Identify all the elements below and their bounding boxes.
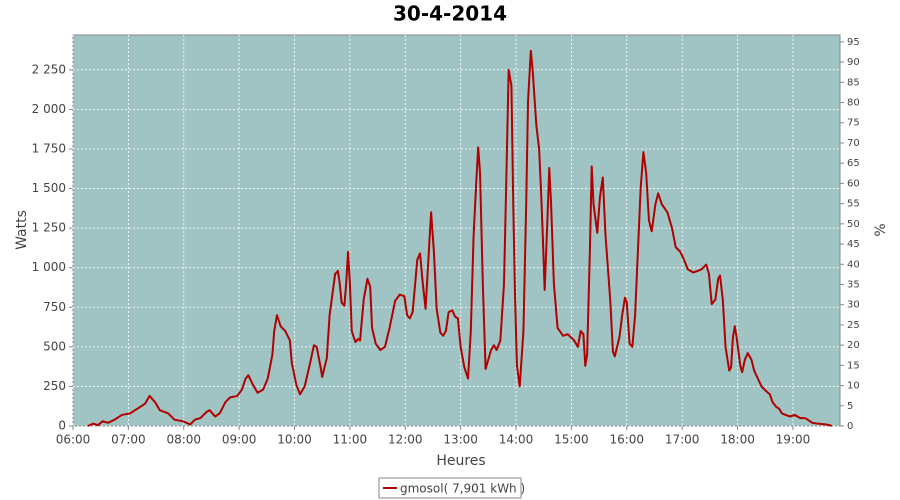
x-tick-label: 12:00 (388, 433, 423, 447)
y2-tick-label: 80 (847, 98, 860, 109)
y2-tick-label: 20 (847, 340, 860, 351)
y-tick-label: 1 000 (32, 260, 66, 274)
x-tick-label: 08:00 (166, 433, 201, 447)
y2-tick-label: 90 (847, 57, 860, 68)
x-tick-label: 19:00 (776, 433, 811, 447)
y2-tick-label: 85 (847, 77, 860, 88)
y-axis-title: Watts (14, 210, 30, 250)
y2-tick-label: 0 (847, 421, 853, 432)
y-tick-label: 750 (43, 300, 66, 314)
chart-title: 30-4-2014 (393, 2, 507, 26)
x-tick-label: 15:00 (554, 433, 589, 447)
y-tick-label: 2 250 (32, 62, 66, 76)
x-tick-label: 13:00 (443, 433, 478, 447)
x-tick-label: 16:00 (609, 433, 644, 447)
y2-tick-label: 5 (847, 401, 853, 412)
y2-tick-label: 65 (847, 158, 860, 169)
y-tick-label: 1 250 (32, 221, 66, 235)
y-tick-label: 1 500 (32, 181, 66, 195)
x-tick-label: 14:00 (499, 433, 534, 447)
x-tick-label: 09:00 (222, 433, 257, 447)
y2-tick-label: 50 (847, 219, 860, 230)
y2-tick-label: 25 (847, 320, 860, 331)
y2-tick-label: 10 (847, 381, 860, 392)
y-tick-label: 0 (58, 419, 66, 433)
y-tick-label: 250 (43, 379, 66, 393)
plot-area (72, 34, 841, 427)
y2-tick-label: 75 (847, 118, 860, 129)
x-tick-label: 07:00 (111, 433, 146, 447)
y2-tick-label: 40 (847, 259, 860, 270)
series-line (87, 49, 833, 427)
legend-label: gmosol( 7,901 kWh ) (400, 482, 525, 496)
x-axis-title: Heures (436, 453, 485, 469)
legend-box (378, 477, 522, 499)
y2-tick-label: 60 (847, 178, 860, 189)
y2-tick-label: 15 (847, 360, 860, 371)
y-tick-label: 1 750 (32, 141, 66, 155)
x-tick-label: 18:00 (720, 433, 755, 447)
y2-tick-label: 45 (847, 239, 860, 250)
y-tick-label: 500 (43, 339, 66, 353)
x-tick-label: 06:00 (56, 433, 91, 447)
y2-tick-label: 55 (847, 199, 860, 210)
x-tick-label: 17:00 (665, 433, 700, 447)
y2-tick-label: 35 (847, 279, 860, 290)
x-tick-label: 10:00 (277, 433, 312, 447)
y2-axis-title: % (873, 223, 889, 236)
x-tick-label: 11:00 (333, 433, 368, 447)
y2-tick-label: 30 (847, 300, 860, 311)
y2-tick-label: 70 (847, 138, 860, 149)
y2-tick-label: 95 (847, 37, 860, 48)
y-tick-label: 2 000 (32, 102, 66, 116)
